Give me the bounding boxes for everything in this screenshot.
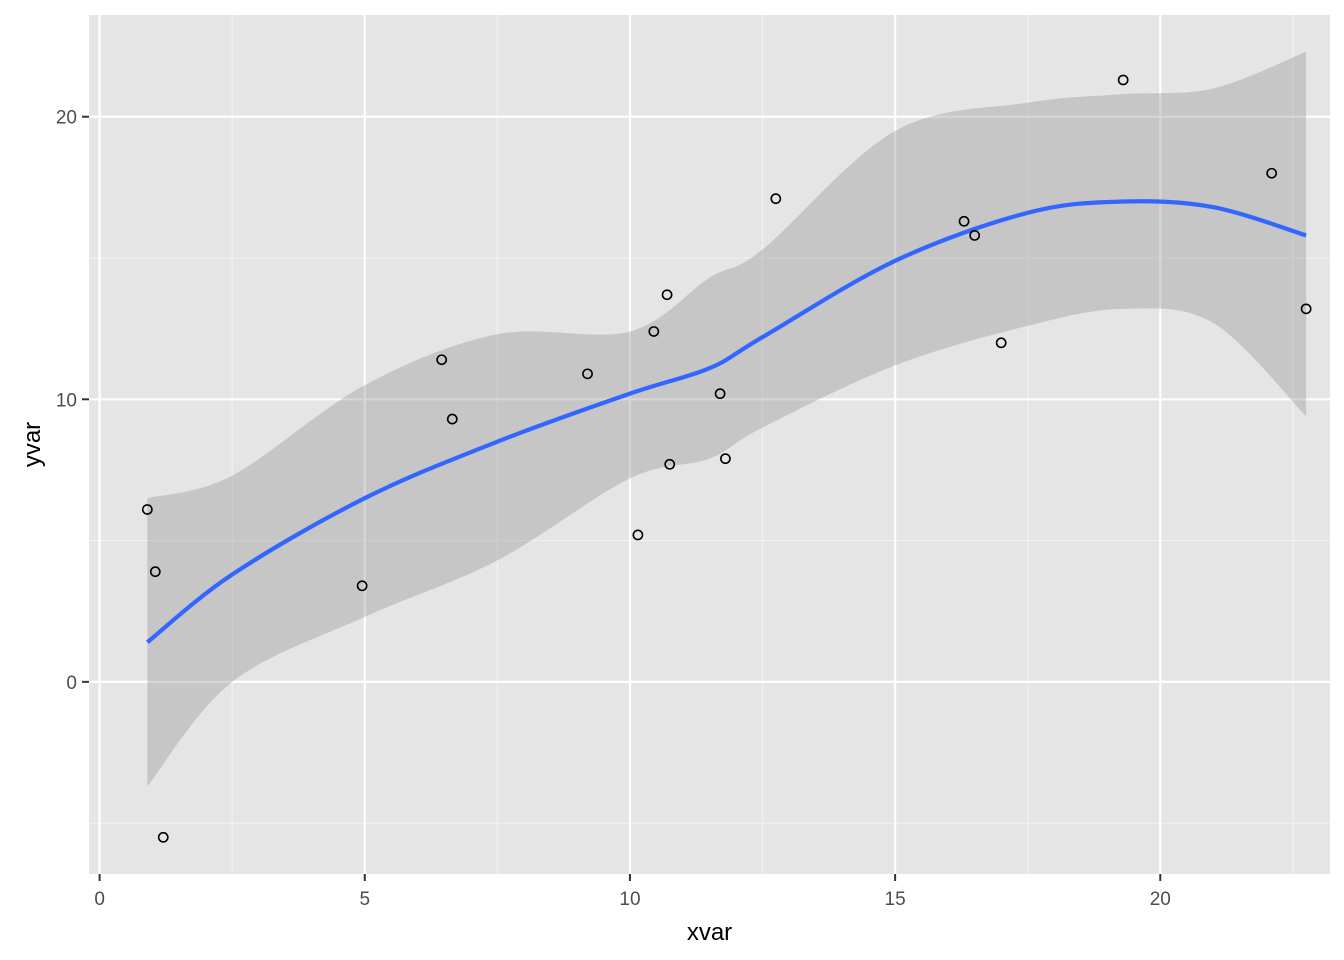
data-point	[149, 566, 161, 578]
y-tick-label: 20	[56, 108, 77, 129]
data-point	[664, 458, 676, 470]
data-point	[141, 504, 153, 515]
minor-gridlines	[89, 15, 1330, 874]
data-points-layer	[141, 74, 1312, 843]
data-point	[632, 529, 644, 541]
data-point	[1117, 74, 1129, 86]
x-tick-label: 10	[619, 889, 640, 910]
x-tick-label: 0	[94, 889, 105, 910]
axis-ticks-layer	[82, 115, 1162, 881]
data-point	[661, 289, 673, 301]
confidence-band	[147, 51, 1307, 787]
data-point	[157, 831, 169, 843]
tick-labels-layer: 0 5 10 15 20 0 10 20	[56, 108, 1171, 910]
data-point	[582, 368, 593, 380]
data-point	[1266, 167, 1278, 179]
data-point	[995, 337, 1007, 349]
data-point	[969, 230, 981, 241]
plot-panel	[89, 15, 1330, 874]
x-tick-label: 5	[359, 889, 370, 910]
x-tick-label: 15	[885, 889, 906, 910]
confidence-band-layer	[147, 51, 1307, 787]
data-point	[446, 413, 458, 425]
data-point	[770, 193, 782, 205]
major-gridlines	[89, 15, 1330, 874]
data-point	[356, 580, 368, 592]
y-axis-title: yvar	[19, 422, 46, 467]
data-point	[648, 326, 660, 337]
x-tick-label: 20	[1150, 889, 1171, 910]
data-point	[958, 215, 970, 227]
y-tick-label: 0	[66, 673, 77, 694]
data-point	[720, 453, 731, 465]
data-point	[714, 388, 726, 400]
smooth-line	[146, 199, 1307, 644]
data-point	[1300, 303, 1312, 315]
smooth-line-layer	[146, 199, 1307, 644]
y-tick-label: 10	[56, 390, 77, 411]
x-axis-title: xvar	[687, 919, 732, 946]
data-point	[436, 354, 448, 366]
